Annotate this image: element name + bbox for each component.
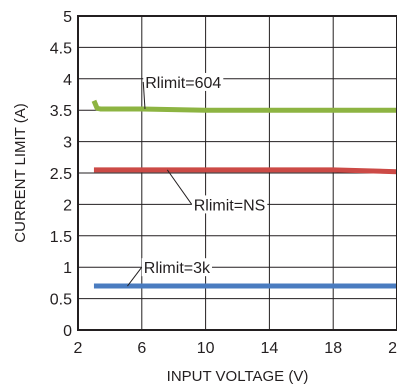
annotation-leader	[142, 81, 146, 109]
tick-labels: 0 0.5 1 1.5 2 2.5 3 3.5 4 4.5 5 2 6 10 14 18 22	[50, 9, 397, 357]
y-axis-title: CURRENT LIMIT (A)	[12, 103, 29, 242]
series-line	[91, 99, 397, 113]
y-tick-label: 0	[63, 323, 72, 340]
y-tick-label: 1	[63, 260, 72, 277]
annotation-background	[143, 72, 224, 91]
annotation-leader	[127, 266, 143, 287]
annotation-background	[141, 258, 213, 277]
y-tick-label: 2.5	[50, 166, 72, 183]
y-tick-label: 4	[63, 72, 72, 89]
annotation-leader	[166, 169, 193, 205]
series-annotation: Rlimit=3k	[144, 260, 211, 277]
y-tick-label: 1.5	[50, 229, 72, 246]
series-annotation: Rlimit=604	[145, 75, 221, 92]
x-tick-label: 22	[388, 340, 397, 357]
plot-frame	[77, 15, 397, 331]
y-tick-label: 3	[63, 135, 72, 152]
x-axis-title: INPUT VOLTAGE (V)	[167, 368, 309, 385]
y-tick-label: 3.5	[50, 103, 72, 120]
x-tick-label: 2	[74, 340, 83, 357]
y-tick-label: 2	[63, 197, 72, 214]
x-tick-label: 18	[324, 340, 342, 357]
series-line	[93, 167, 397, 175]
y-tick-label: 4.5	[50, 40, 72, 57]
series-annotation: Rlimit=NS	[194, 197, 266, 214]
grid	[77, 15, 397, 331]
x-tick-label: 6	[137, 340, 146, 357]
x-tick-label: 14	[261, 340, 279, 357]
series-lines	[91, 99, 397, 289]
annotation-background	[191, 195, 268, 214]
annotations: Rlimit=604 Rlimit=NS Rlimit=3k	[127, 72, 268, 287]
y-tick-label: 0.5	[50, 292, 72, 309]
y-tick-label: 5	[63, 9, 72, 26]
x-tick-label: 10	[197, 340, 215, 357]
